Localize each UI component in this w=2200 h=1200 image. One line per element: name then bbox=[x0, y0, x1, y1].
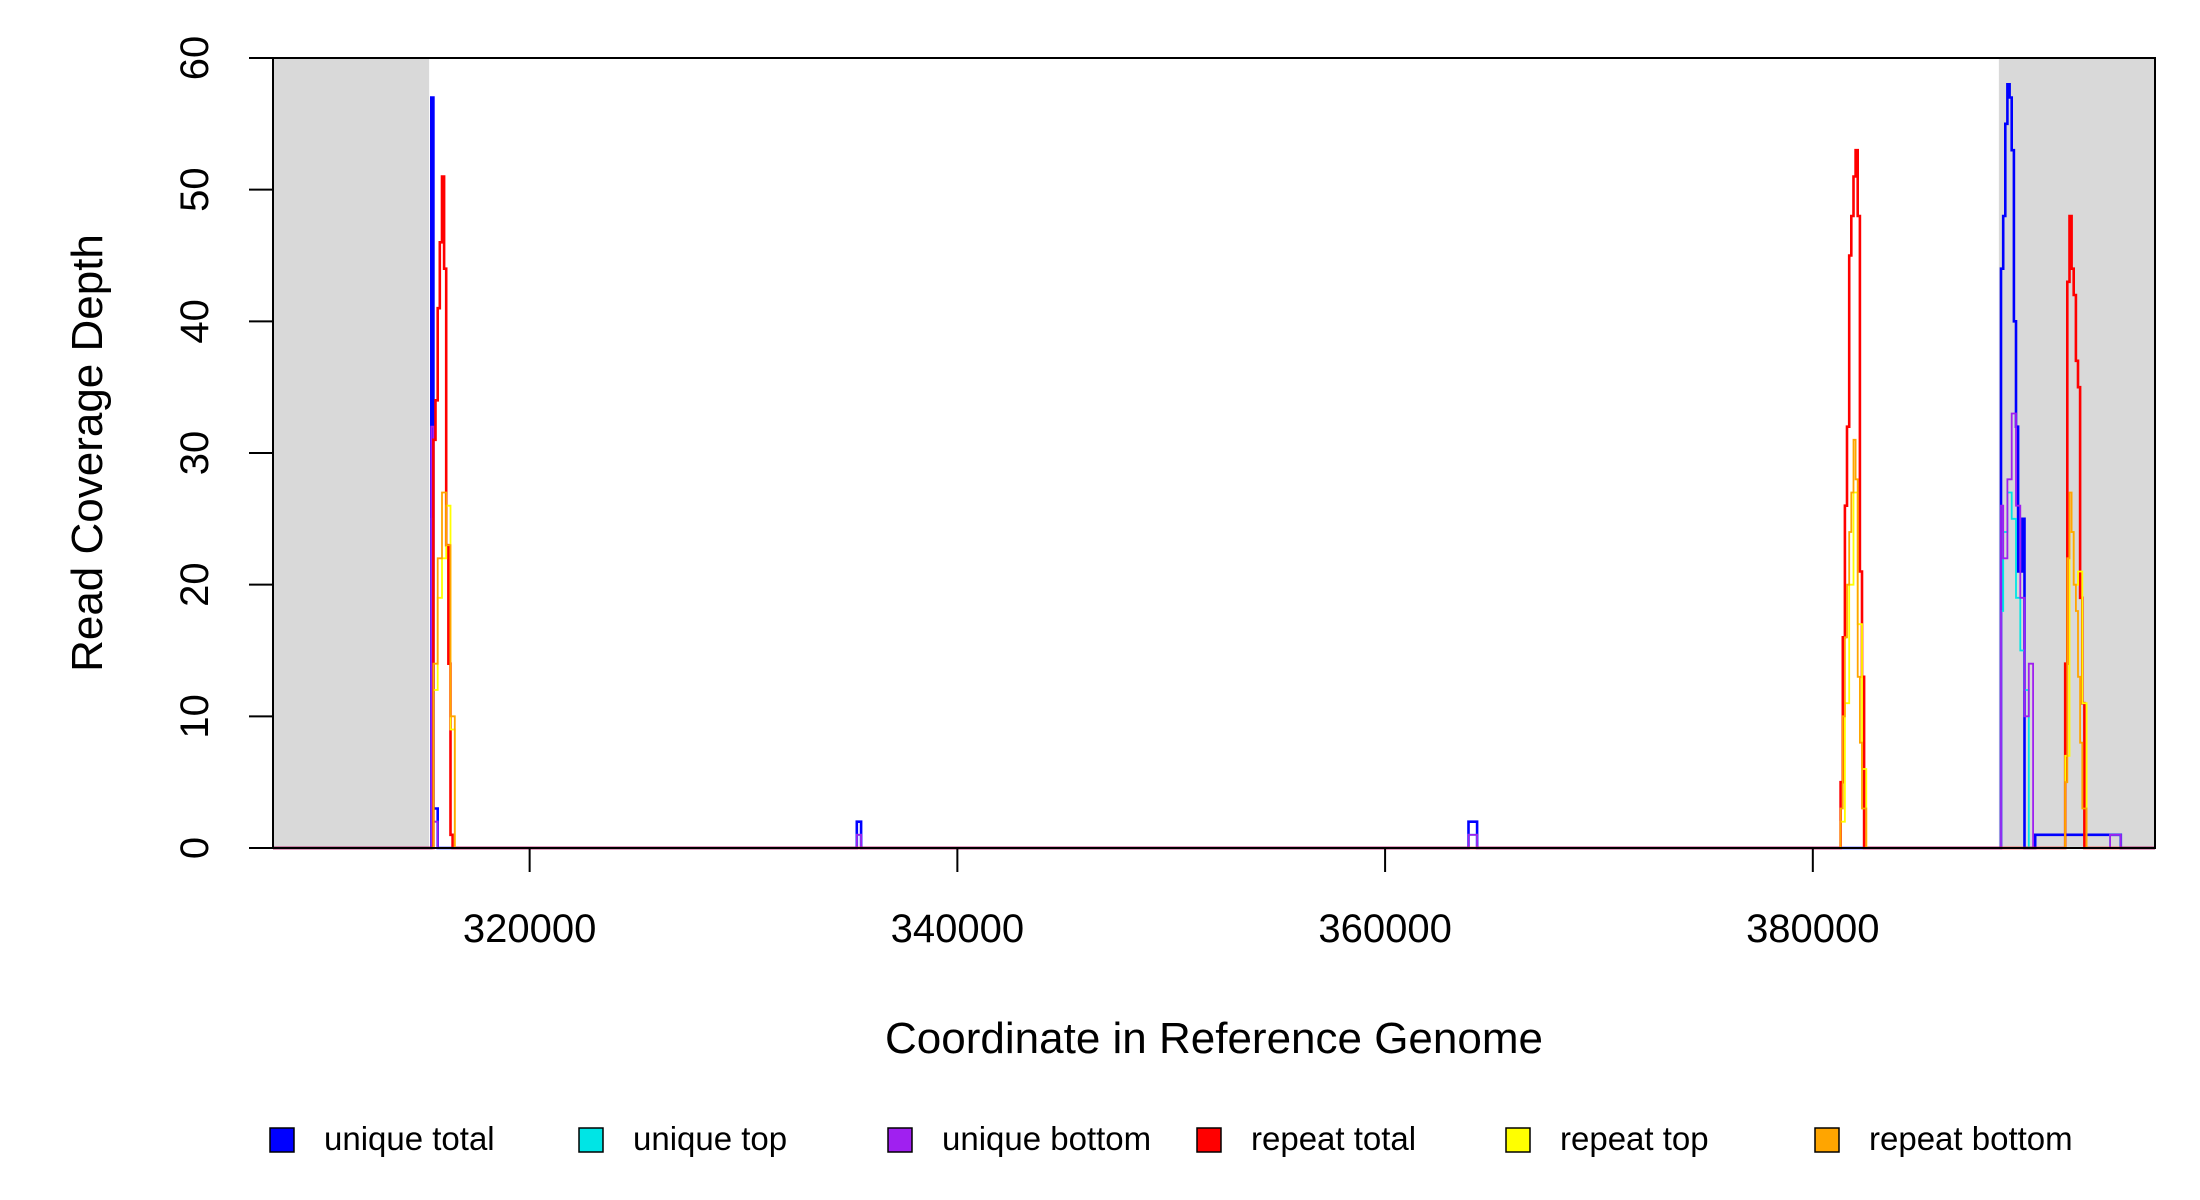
y-tick-label: 40 bbox=[173, 299, 217, 344]
y-tick-label: 60 bbox=[173, 36, 217, 81]
legend-swatch bbox=[578, 1127, 604, 1153]
series-line-repeat-bottom bbox=[273, 438, 2155, 849]
x-tick-label: 380000 bbox=[1746, 907, 1879, 951]
x-tick-label: 320000 bbox=[463, 907, 596, 951]
legend-swatch bbox=[887, 1127, 913, 1153]
legend-label: repeat bottom bbox=[1869, 1120, 2073, 1157]
x-axis-title: Coordinate in Reference Genome bbox=[885, 1014, 1543, 1063]
legend: unique total unique top unique bottom repea… bbox=[269, 1120, 2073, 1157]
x-tick-label: 360000 bbox=[1318, 907, 1451, 951]
shaded-region-2 bbox=[1998, 58, 2155, 848]
y-tick-label: 30 bbox=[173, 431, 217, 476]
x-axis: 320000 340000 360000 380000 bbox=[463, 848, 1880, 951]
shaded-regions bbox=[273, 58, 2155, 848]
y-tick-label: 10 bbox=[173, 694, 217, 739]
series-line-repeat-total bbox=[273, 148, 2155, 850]
x-tick-label: 340000 bbox=[891, 907, 1024, 951]
legend-label: repeat total bbox=[1251, 1120, 1416, 1157]
legend-label: unique top bbox=[633, 1120, 787, 1157]
legend-swatch bbox=[1196, 1127, 1222, 1153]
legend-label: repeat top bbox=[1560, 1120, 1709, 1157]
legend-label: unique bottom bbox=[942, 1120, 1151, 1157]
legend-swatch bbox=[1505, 1127, 1531, 1153]
y-tick-label: 20 bbox=[173, 562, 217, 607]
legend-swatch bbox=[1814, 1127, 1840, 1153]
y-axis-title: Read Coverage Depth bbox=[63, 234, 112, 672]
y-tick-label: 0 bbox=[173, 837, 217, 859]
y-tick-label: 50 bbox=[173, 167, 217, 212]
legend-swatch bbox=[269, 1127, 295, 1153]
y-axis: 0 10 20 30 40 50 60 bbox=[173, 36, 273, 859]
shaded-region-1 bbox=[273, 58, 430, 848]
legend-label: unique total bbox=[324, 1120, 495, 1157]
